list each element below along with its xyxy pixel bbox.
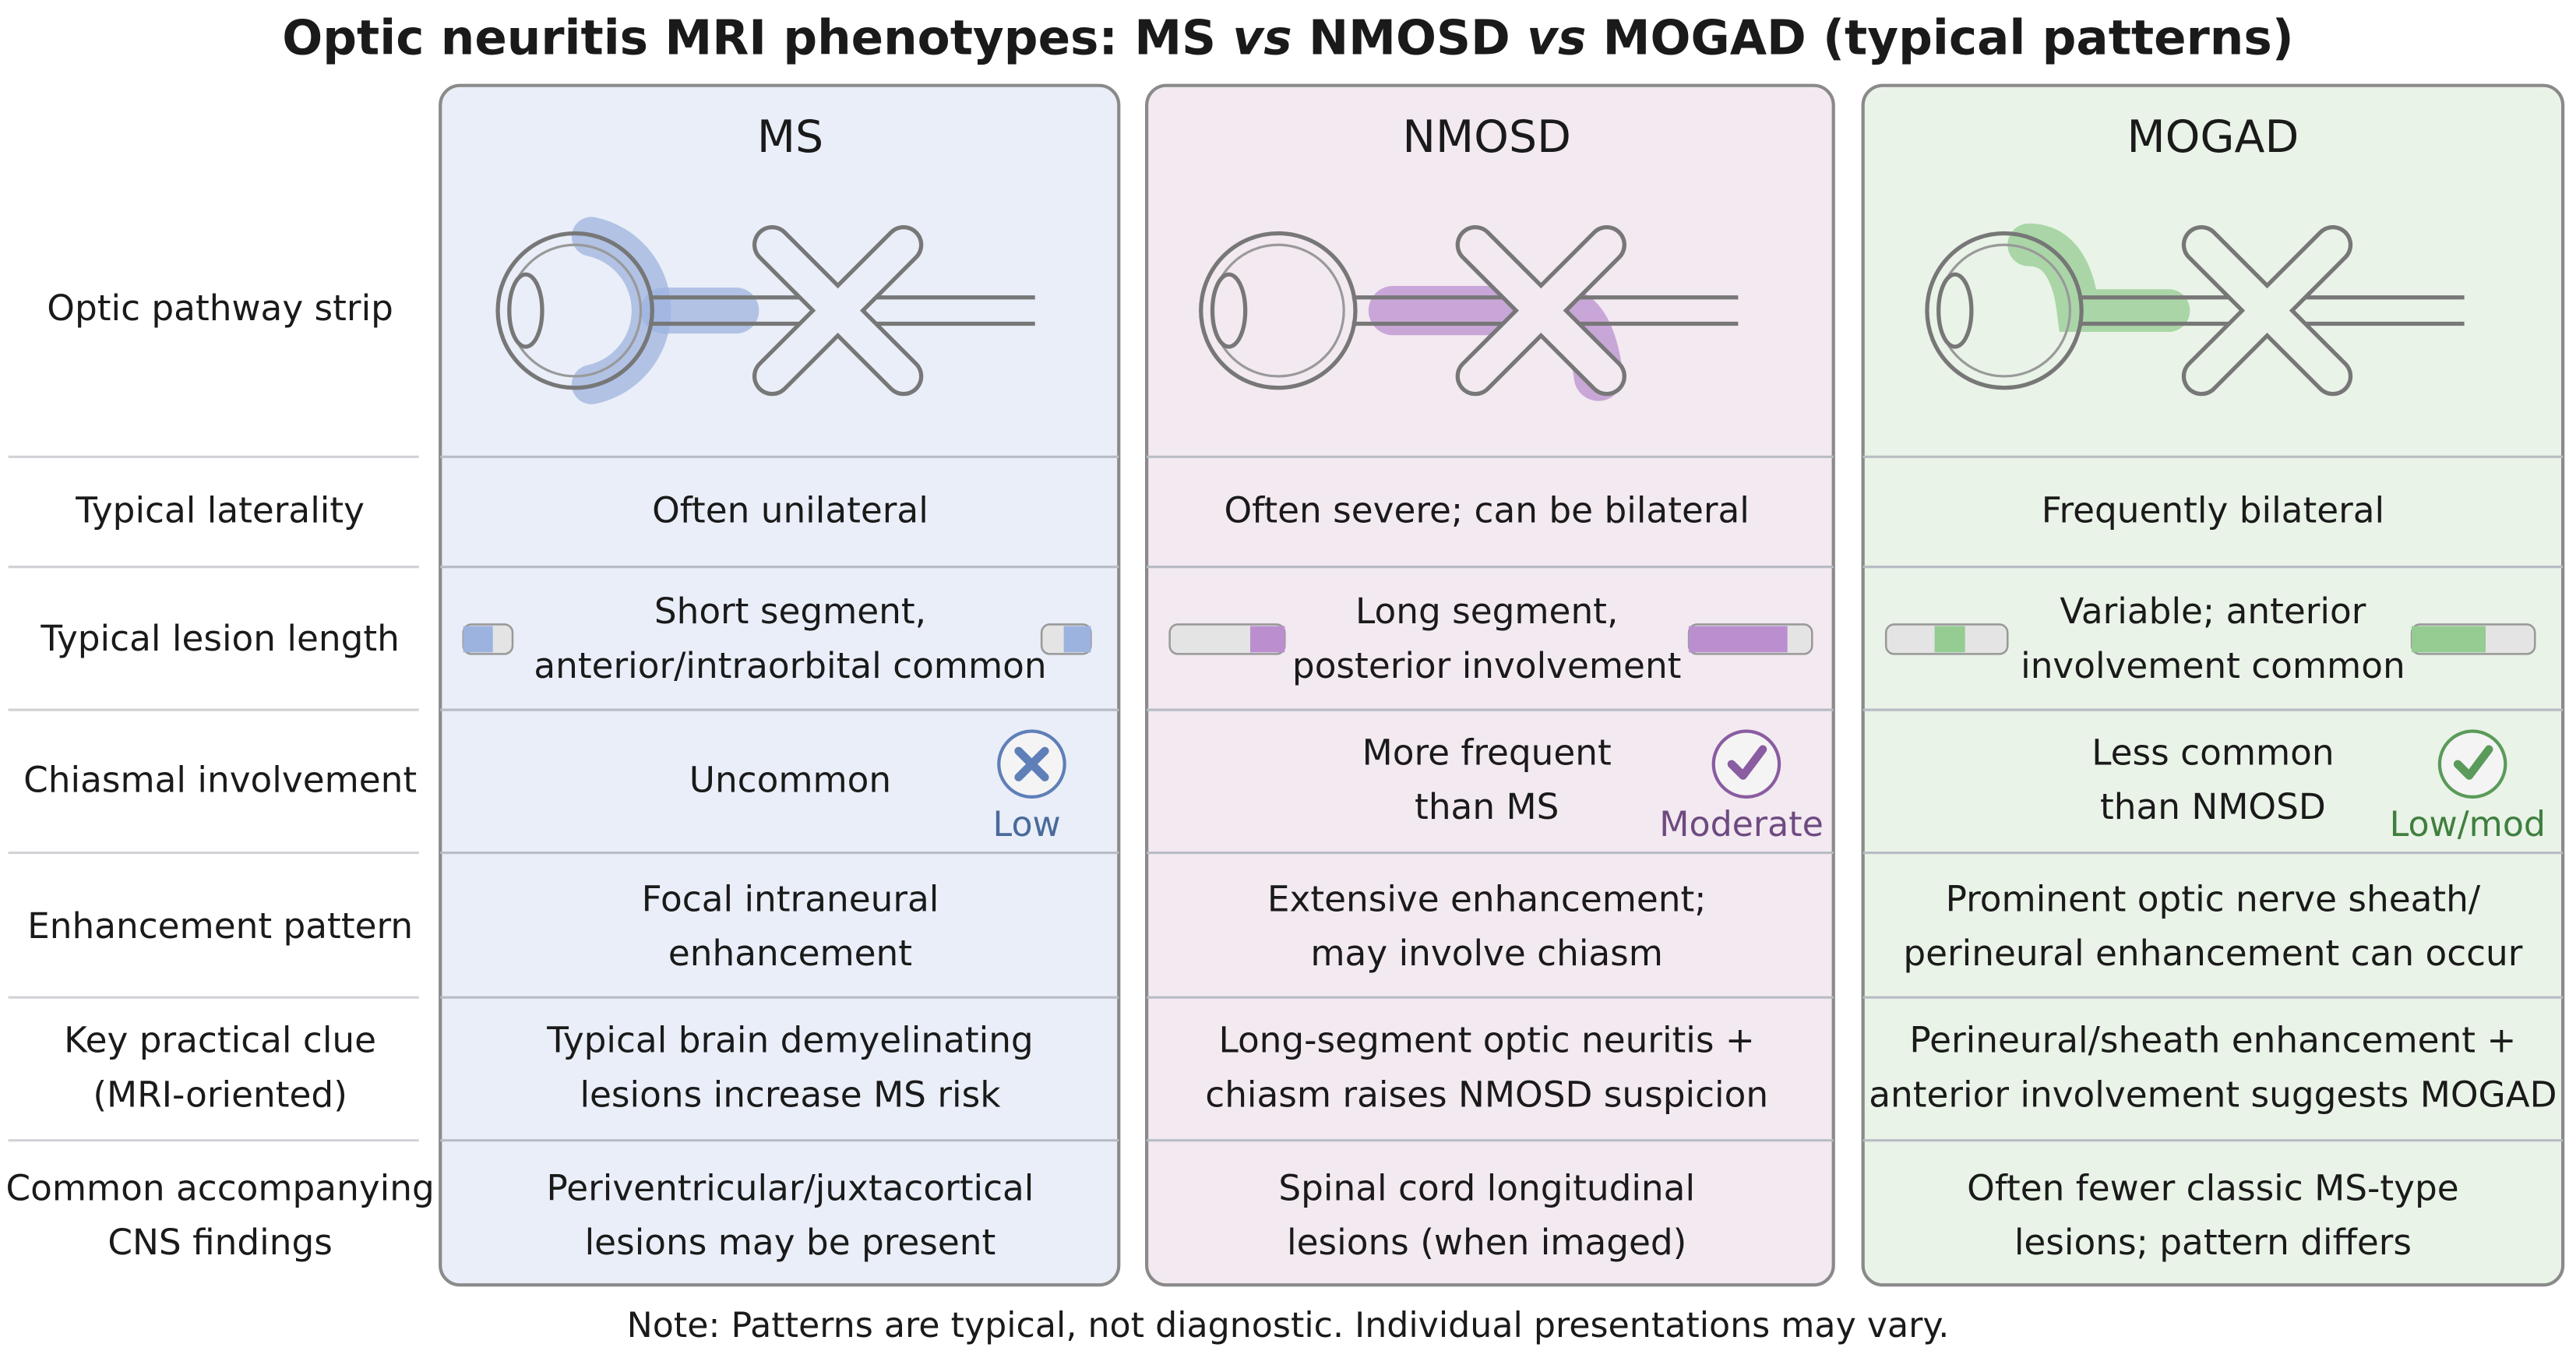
badge-label: Moderate bbox=[1659, 805, 1824, 845]
cell-text: Spinal cord longitudinal bbox=[1278, 1168, 1695, 1209]
chiasm-fill bbox=[2186, 229, 2349, 393]
row-label: CNS findings bbox=[107, 1222, 333, 1263]
row-label: Enhancement pattern bbox=[27, 905, 413, 947]
length-bar-fill bbox=[1689, 626, 1788, 653]
cell-text: Often severe; can be bilateral bbox=[1225, 490, 1750, 531]
lens bbox=[1210, 272, 1248, 349]
lens bbox=[507, 272, 544, 349]
cell-text: than NMOSD bbox=[2100, 786, 2326, 827]
chiasm-fill bbox=[1459, 229, 1623, 393]
badge-icon bbox=[1711, 729, 1781, 799]
cell-text: Typical brain demyelinating bbox=[546, 1020, 1034, 1061]
badge-mark bbox=[1014, 746, 1049, 781]
lens bbox=[1936, 272, 1974, 349]
title-part: Optic neuritis MRI phenotypes: MS bbox=[282, 10, 1232, 65]
cell-text: lesions increase MS risk bbox=[580, 1074, 1001, 1115]
title-part: vs bbox=[1232, 10, 1292, 65]
title-part: vs bbox=[1527, 10, 1586, 65]
row-label: Typical lesion length bbox=[40, 618, 400, 659]
row-label: (MRI-oriented) bbox=[93, 1074, 347, 1115]
row-label: Optic pathway strip bbox=[47, 287, 393, 329]
badge-label: Low bbox=[993, 805, 1061, 845]
optic-pathway bbox=[495, 217, 1035, 404]
cell-text: Perineural/sheath enhancement + bbox=[1909, 1020, 2516, 1061]
length-bar-fill bbox=[2412, 626, 2486, 653]
cell-text: Frequently bilateral bbox=[2042, 490, 2384, 531]
cell-text: Long-segment optic neuritis + bbox=[1218, 1020, 1754, 1061]
optic-pathway bbox=[1925, 223, 2465, 397]
badge-mark bbox=[2453, 745, 2493, 780]
cell-text: than MS bbox=[1415, 786, 1559, 827]
badge-label: Low/mod bbox=[2390, 805, 2546, 845]
length-bar-fill bbox=[1249, 626, 1285, 653]
cell-text: Short segment, bbox=[654, 591, 926, 632]
lesion-highlight bbox=[640, 287, 759, 334]
cell-text: Long segment, bbox=[1355, 591, 1618, 632]
column-header: MS bbox=[757, 111, 823, 163]
eye bbox=[1925, 231, 2084, 390]
eye bbox=[1199, 231, 1358, 390]
column-header: NMOSD bbox=[1402, 111, 1571, 163]
title-part: MOGAD (typical patterns) bbox=[1586, 10, 2293, 65]
note: Note: Patterns are typical, not diagnost… bbox=[627, 1306, 1950, 1346]
column-panel bbox=[1861, 83, 2565, 1287]
cell-text: anterior/intraorbital common bbox=[534, 645, 1046, 686]
badge-icon bbox=[2437, 729, 2507, 799]
row-label: Typical laterality bbox=[75, 490, 365, 531]
cell-text: Less common bbox=[2091, 732, 2334, 774]
cell-text: perineural enhancement can occur bbox=[1903, 933, 2522, 974]
cell-text: lesions (when imaged) bbox=[1287, 1222, 1686, 1263]
cell-text: Variable; anterior bbox=[2060, 591, 2366, 632]
length-bar-fill bbox=[463, 626, 493, 653]
cell-text: More frequent bbox=[1362, 732, 1612, 774]
cell-text: may involve chiasm bbox=[1310, 933, 1663, 974]
title: Optic neuritis MRI phenotypes: MS vs NMO… bbox=[282, 10, 2293, 65]
title-part: NMOSD bbox=[1292, 10, 1527, 65]
cell-text: posterior involvement bbox=[1292, 645, 1682, 686]
badge-mark bbox=[1727, 745, 1767, 780]
cell-text: lesions; pattern differs bbox=[2014, 1222, 2412, 1263]
cell-text: anterior involvement suggests MOGAD bbox=[1869, 1074, 2557, 1115]
length-bar-fill bbox=[1063, 626, 1091, 653]
cell-text: enhancement bbox=[668, 933, 912, 974]
cell-text: Focal intraneural bbox=[642, 878, 939, 919]
eye bbox=[495, 231, 654, 390]
row-label: Key practical clue bbox=[64, 1020, 376, 1061]
column-header: MOGAD bbox=[2127, 111, 2299, 163]
chiasm-fill bbox=[756, 229, 920, 393]
cell-text: Often unilateral bbox=[652, 490, 929, 531]
cell-text: Uncommon bbox=[689, 759, 891, 800]
row-label: Chiasmal involvement bbox=[23, 759, 417, 800]
cell-text: lesions may be present bbox=[585, 1222, 996, 1263]
cell-text: chiasm raises NMOSD suspicion bbox=[1205, 1074, 1768, 1115]
cell-text: Often fewer classic MS-type bbox=[1967, 1168, 2458, 1209]
cell-text: Prominent optic nerve sheath/ bbox=[1946, 878, 2481, 919]
optic-pathway bbox=[1199, 224, 1739, 401]
cell-text: Periventricular/juxtacortical bbox=[547, 1168, 1034, 1209]
row-label: Common accompanying bbox=[5, 1168, 434, 1209]
cell-text: Extensive enhancement; bbox=[1267, 878, 1707, 919]
column-panel bbox=[1145, 83, 1835, 1287]
length-bar-fill bbox=[1934, 626, 1965, 653]
cell-text: involvement common bbox=[2021, 645, 2405, 686]
